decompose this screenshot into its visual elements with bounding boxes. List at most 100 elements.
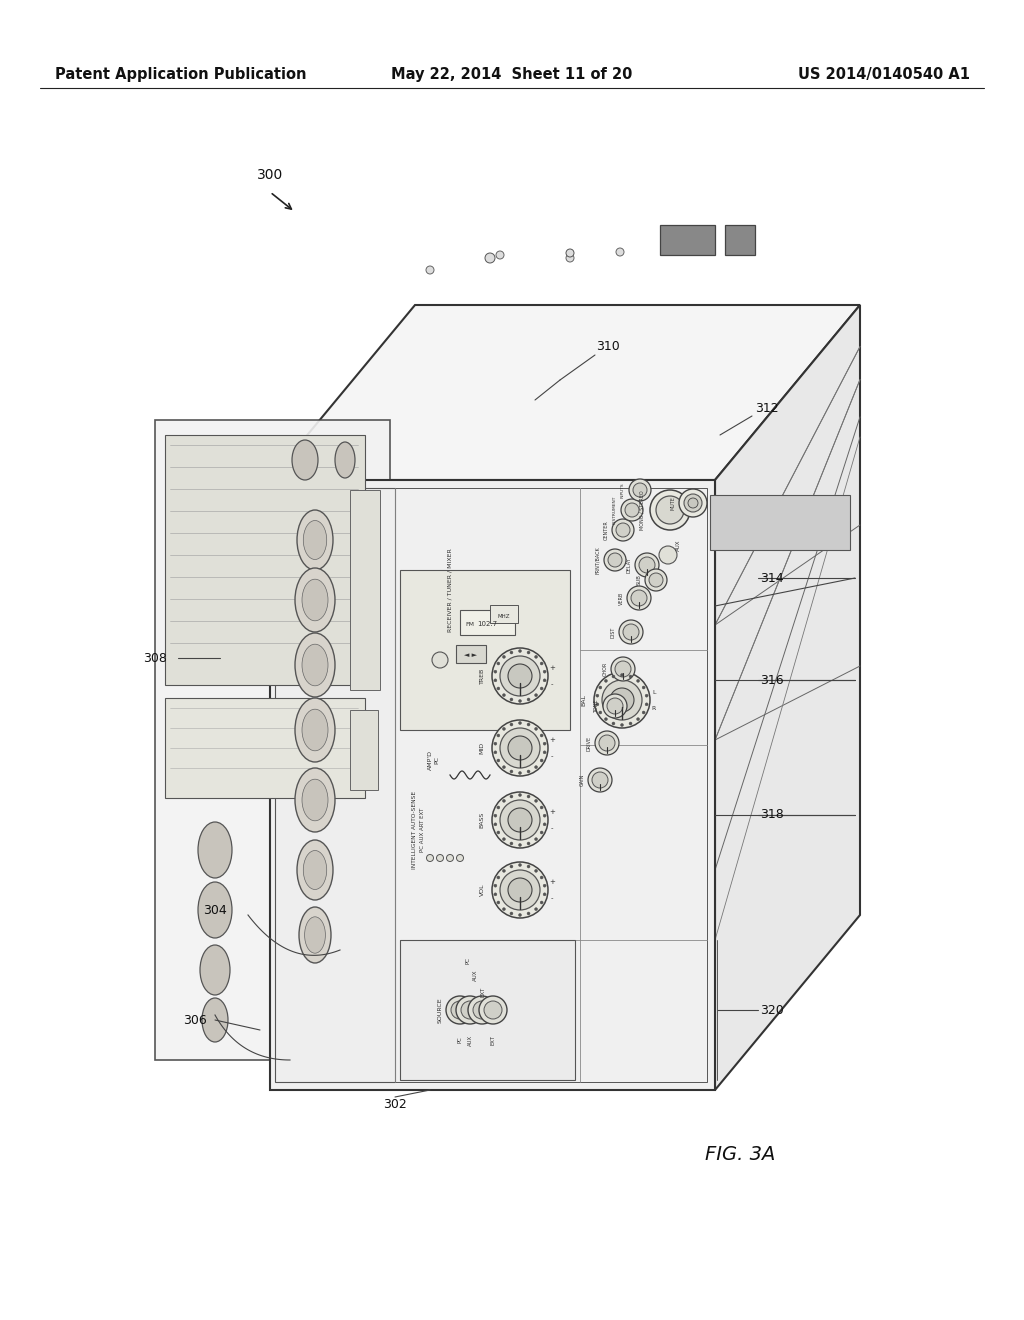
Circle shape [535,727,538,730]
Text: FRNT/BACK: FRNT/BACK [596,546,600,574]
Text: INSTRUMENT: INSTRUMENT [613,496,617,524]
Text: FM: FM [465,622,474,627]
Text: DRIVE: DRIVE [587,735,592,751]
Circle shape [611,657,635,681]
Circle shape [627,586,651,610]
Text: SOURCE: SOURCE [437,997,442,1023]
Text: DIST: DIST [610,626,615,638]
Text: 302: 302 [383,1098,407,1111]
Circle shape [588,768,612,792]
Text: PC: PC [434,756,439,764]
Circle shape [543,814,546,817]
Circle shape [540,832,543,834]
Circle shape [446,854,454,862]
Circle shape [510,912,513,915]
Circle shape [510,842,513,845]
Bar [460,610,515,635]
Circle shape [518,700,521,702]
Circle shape [461,1001,479,1019]
Circle shape [595,731,618,755]
Circle shape [497,876,500,879]
Circle shape [645,694,648,697]
Ellipse shape [303,520,327,560]
Circle shape [535,908,538,911]
Circle shape [497,807,500,809]
Text: EXT: EXT [490,1035,496,1045]
Text: CENTER: CENTER [603,520,608,540]
Text: TONE: TONE [595,700,599,713]
Circle shape [625,503,639,517]
Circle shape [639,557,655,573]
Circle shape [518,913,521,916]
Circle shape [510,723,513,726]
Bar [165,436,365,685]
Text: -: - [551,681,553,686]
Circle shape [494,814,497,817]
Ellipse shape [297,510,333,570]
Circle shape [679,488,707,517]
Bar [350,710,378,789]
Circle shape [603,694,627,718]
Ellipse shape [302,644,328,686]
Text: MUTE: MUTE [671,496,676,510]
Circle shape [508,878,532,902]
Ellipse shape [335,442,355,478]
Text: PC AUX ART EXT: PC AUX ART EXT [420,808,425,853]
Circle shape [566,249,574,257]
Text: 314: 314 [760,572,783,585]
Circle shape [497,686,500,690]
Ellipse shape [303,850,327,890]
Circle shape [497,902,500,904]
Text: +: + [549,737,555,743]
Text: +: + [549,809,555,814]
Circle shape [518,771,521,775]
Circle shape [659,546,677,564]
Circle shape [535,766,538,768]
Circle shape [633,483,647,498]
Text: RECEIVER / TUNER / MIXER: RECEIVER / TUNER / MIXER [447,548,453,632]
Circle shape [496,251,504,259]
Text: DELAY: DELAY [627,557,632,573]
Circle shape [497,832,500,834]
Circle shape [629,675,632,678]
Text: FIG. 3A: FIG. 3A [705,1146,775,1164]
Circle shape [527,842,530,845]
Text: +: + [549,879,555,884]
Circle shape [623,624,639,640]
Text: US 2014/0140540 A1: US 2014/0140540 A1 [798,66,970,82]
Polygon shape [275,488,395,1082]
Circle shape [451,1001,469,1019]
Circle shape [492,862,548,917]
Circle shape [456,997,484,1024]
Circle shape [645,702,648,706]
Circle shape [518,843,521,846]
Circle shape [508,737,532,760]
Circle shape [599,735,615,751]
Circle shape [543,822,546,826]
Circle shape [535,655,538,659]
Circle shape [535,800,538,803]
Circle shape [479,997,507,1024]
Circle shape [604,680,607,682]
Ellipse shape [200,945,230,995]
Circle shape [485,253,495,263]
Circle shape [621,673,624,676]
Circle shape [642,686,645,689]
Circle shape [503,870,506,873]
Circle shape [432,652,449,668]
Text: BASS: BASS [479,812,484,828]
Ellipse shape [302,779,328,821]
Circle shape [527,698,530,701]
Circle shape [543,892,546,896]
Circle shape [631,590,647,606]
Circle shape [497,663,500,665]
Bar [660,224,715,255]
Circle shape [457,854,464,862]
Circle shape [510,698,513,701]
Circle shape [688,498,698,508]
Ellipse shape [198,882,232,939]
Circle shape [503,838,506,841]
Text: -: - [551,895,553,902]
Circle shape [637,680,640,682]
Circle shape [602,680,642,719]
